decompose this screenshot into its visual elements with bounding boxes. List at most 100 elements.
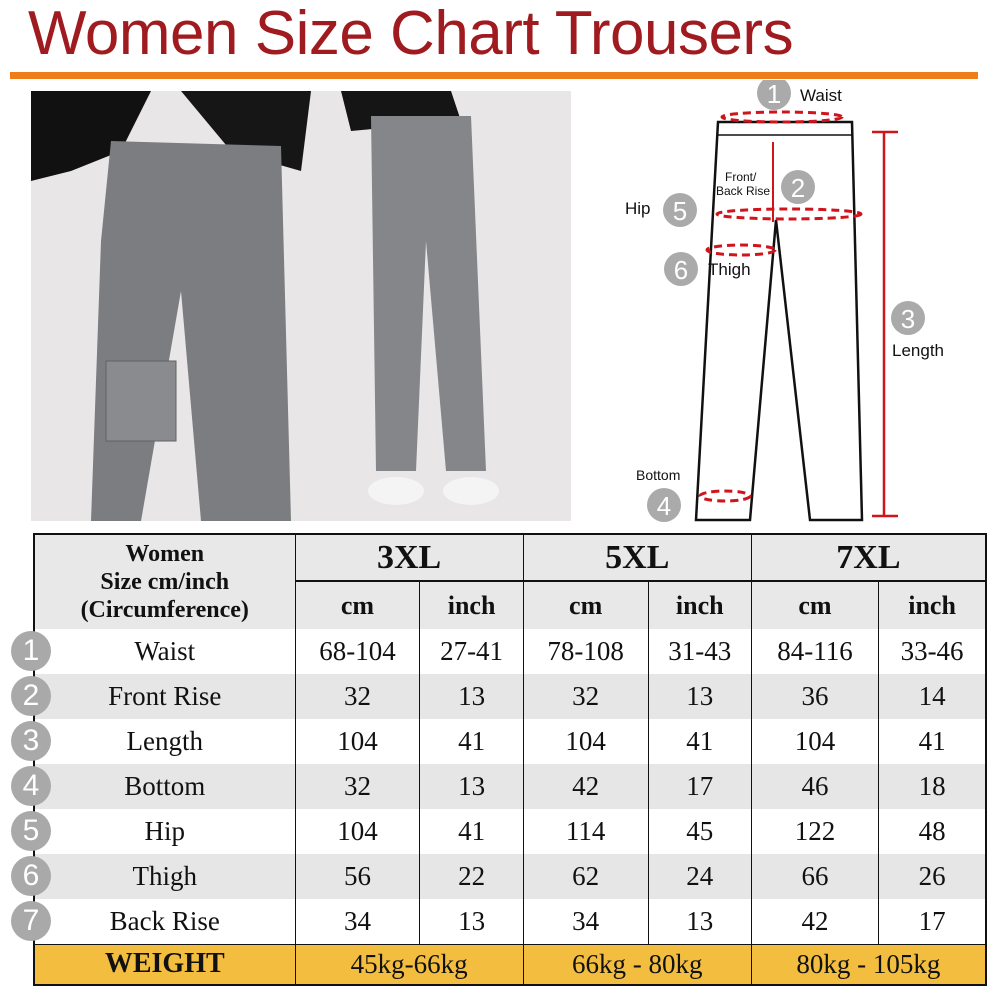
weight-value: 45kg-66kg (294, 943, 524, 985)
table-cell: 41 (647, 719, 752, 764)
table-cell: 18 (878, 764, 986, 809)
table-cell: 34 (522, 899, 649, 944)
row-number-badge: 3 (11, 721, 51, 761)
table-cell: 27-41 (419, 629, 524, 674)
table-row: Back Rise 34 13 34 13 42 17 (34, 899, 986, 944)
black-top-left (31, 91, 151, 181)
unit-header: inch (878, 581, 986, 629)
row-number-badge: 4 (11, 766, 51, 806)
page-title: Women Size Chart Trousers (28, 0, 794, 68)
table-cell: 56 (294, 854, 420, 899)
table-row: Thigh 56 22 62 24 66 26 (34, 854, 986, 899)
table-cell: 13 (647, 899, 752, 944)
table-cell: 24 (647, 854, 752, 899)
waist-measure (720, 110, 844, 124)
table-cell: 26 (878, 854, 986, 899)
table-cell: 33-46 (878, 629, 986, 674)
table-cell: 13 (419, 899, 524, 944)
table-cell: 122 (750, 809, 879, 854)
table-row: Waist 68-104 27-41 78-108 31-43 84-116 33-46 (34, 629, 986, 674)
table-cell: 36 (750, 674, 879, 719)
svg-text:Length: Length (892, 341, 944, 360)
svg-text:Front/: Front/ (725, 170, 757, 184)
bottom-measure (698, 489, 752, 503)
measurement-diagram: 1 Waist 2 Front/ Back Rise 3 Length 4 Bo… (625, 80, 944, 522)
svg-text:4: 4 (657, 491, 671, 521)
svg-text:2: 2 (791, 173, 805, 203)
measurement-name: Waist (134, 636, 196, 666)
table-cell: 62 (522, 854, 649, 899)
title-divider (10, 72, 978, 79)
table-cell: 42 (522, 764, 649, 809)
corner-line: (Circumference) (80, 597, 249, 623)
table-cell: 13 (419, 674, 524, 719)
weight-value: 66kg - 80kg (522, 943, 752, 985)
weight-row: WEIGHT 45kg-66kg 66kg - 80kg 80kg - 105kg (34, 943, 986, 985)
size-table: Women Size cm/inch (Circumference) 3XL 5… (33, 533, 987, 986)
measurement-name: Thigh (34, 854, 295, 899)
row-number-badge: 6 (11, 856, 51, 896)
thigh-measure (705, 243, 777, 257)
size-header: 5XL (522, 534, 752, 582)
table-cell: 41 (419, 719, 524, 764)
unit-header: cm (522, 581, 649, 629)
unit-header: cm (294, 581, 420, 629)
table-cell: 32 (294, 764, 420, 809)
svg-text:3: 3 (901, 304, 915, 334)
hip-measure (715, 207, 863, 221)
svg-text:Back Rise: Back Rise (716, 184, 770, 198)
table-cell: 42 (750, 899, 879, 944)
svg-text:Hip: Hip (625, 199, 651, 218)
measurement-name: Bottom (34, 764, 295, 809)
table-cell: 104 (294, 719, 420, 764)
product-photo (31, 91, 571, 521)
table-cell: 32 (522, 674, 649, 719)
row-number-badge: 2 (11, 676, 51, 716)
table-cell: 41 (878, 719, 986, 764)
svg-text:Waist: Waist (800, 86, 842, 105)
table-cell: 84-116 (750, 629, 879, 674)
unit-header: cm (750, 581, 879, 629)
weight-value: 80kg - 105kg (750, 943, 986, 985)
table-row: Bottom 32 13 42 17 46 18 (34, 764, 986, 809)
table-cell: 104 (522, 719, 649, 764)
svg-text:Bottom: Bottom (636, 467, 680, 483)
table-cell: 104 (294, 809, 420, 854)
svg-text:5: 5 (673, 196, 687, 226)
table-row: Hip 104 41 114 45 122 48 (34, 809, 986, 854)
corner-line: Women (125, 541, 205, 567)
table-cell: 78-108 (522, 629, 649, 674)
table-cell: 32 (294, 674, 420, 719)
measurement-name: Length (126, 726, 203, 756)
length-measure (872, 130, 898, 518)
measurement-name: Front Rise (34, 674, 295, 719)
svg-text:6: 6 (674, 255, 688, 285)
table-corner-header: Women Size cm/inch (Circumference) (34, 534, 295, 629)
trousers-outline (694, 120, 864, 522)
table-cell: 41 (419, 809, 524, 854)
measurement-name: Hip (144, 816, 186, 846)
table-row: Length 104 41 104 41 104 41 (34, 719, 986, 764)
table-cell: 68-104 (294, 629, 420, 674)
table-cell: 14 (878, 674, 986, 719)
table-cell: 22 (419, 854, 524, 899)
corner-line: Size cm/inch (100, 569, 230, 595)
size-header: 7XL (750, 534, 986, 582)
row-number-badge: 7 (11, 901, 51, 941)
row-number-badge: 5 (11, 811, 51, 851)
table-cell: 17 (647, 764, 752, 809)
svg-text:Thigh: Thigh (708, 260, 751, 279)
trousers-full (371, 116, 486, 471)
table-cell: 34 (294, 899, 420, 944)
table-cell: 46 (750, 764, 879, 809)
table-row: Front Rise 32 13 32 13 36 14 (34, 674, 986, 719)
table-cell: 17 (878, 899, 986, 944)
table-cell: 114 (522, 809, 649, 854)
svg-text:1: 1 (767, 80, 781, 109)
weight-label: WEIGHT (34, 943, 295, 985)
measurement-name: Back Rise (109, 905, 220, 936)
table-cell: 31-43 (647, 629, 752, 674)
table-cell: 48 (878, 809, 986, 854)
unit-header: inch (647, 581, 752, 629)
table-cell: 13 (419, 764, 524, 809)
